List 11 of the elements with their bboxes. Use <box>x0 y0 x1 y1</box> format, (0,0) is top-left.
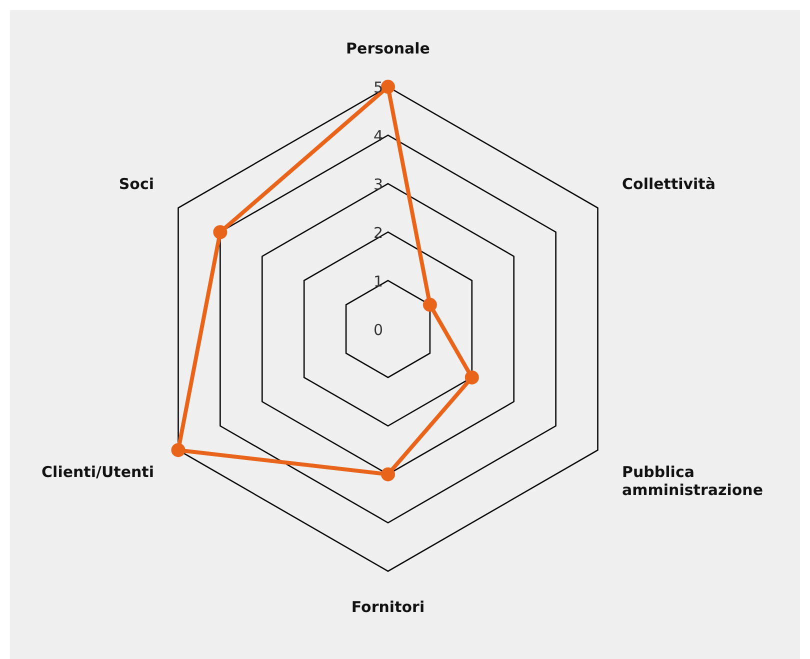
y-tick-label: 4 <box>373 127 383 146</box>
spoke-label: Collettività <box>622 174 716 193</box>
y-tick-label: 1 <box>373 272 383 290</box>
y-tick-label: 3 <box>373 176 383 194</box>
spoke-label: Pubblica amministrazione <box>622 462 764 499</box>
spoke-label: Soci <box>118 174 154 193</box>
y-tick-label: 0 <box>373 320 383 339</box>
spoke-label: Clienti/Utenti <box>42 462 154 481</box>
spoke-label: Personale <box>346 40 430 58</box>
y-tick-label: 2 <box>373 224 383 242</box>
spoke-label: Fornitori <box>351 598 425 616</box>
